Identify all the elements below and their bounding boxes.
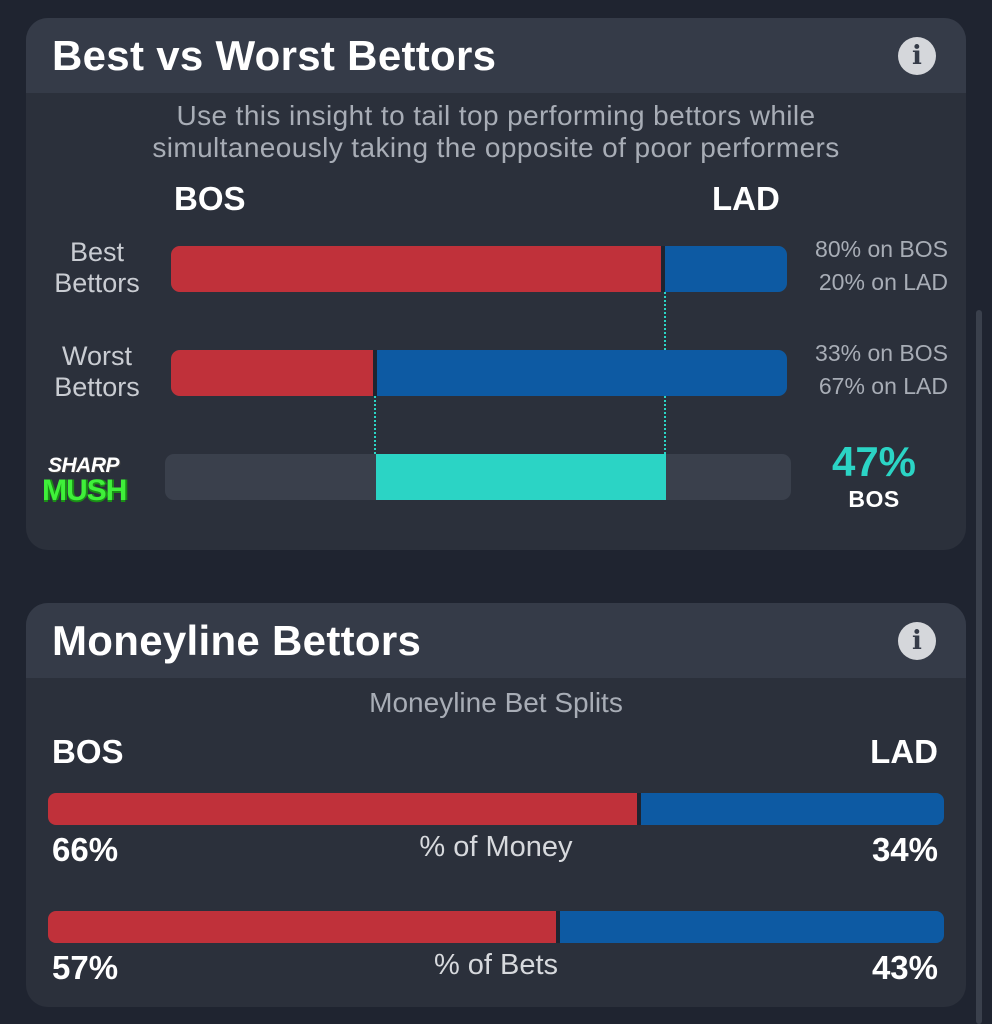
money-split-bar bbox=[48, 793, 944, 825]
card-title: Moneyline Bettors bbox=[52, 617, 422, 664]
money-bos-percent: 66% bbox=[52, 831, 119, 868]
moneyline-card: Moneyline Bettors i Moneyline Bet Splits… bbox=[26, 603, 966, 1007]
sharp-mush-team: BOS bbox=[848, 486, 900, 512]
bos-split-text: 33% on BOS bbox=[815, 340, 948, 366]
bets-bos-percent: 57% bbox=[52, 949, 119, 986]
sharp-mush-percent: 47% bbox=[831, 438, 917, 485]
lad-split-text: 20% on LAD bbox=[818, 269, 948, 295]
bos-segment bbox=[48, 911, 557, 943]
subtitle-line: Use this insight to tail top performing … bbox=[176, 100, 816, 131]
logo-text-top: SHARP bbox=[48, 454, 120, 477]
team-label-right: LAD bbox=[712, 180, 780, 217]
best-bettors-split: 80% on BOS 20% on LAD bbox=[788, 233, 948, 299]
sharp-mush-fill bbox=[376, 454, 666, 500]
team-label-right: LAD bbox=[870, 733, 938, 770]
worst-bettors-bar bbox=[171, 350, 787, 396]
team-label-left: BOS bbox=[174, 180, 246, 217]
card-header: Moneyline Bettors i bbox=[26, 603, 966, 678]
bets-split-bar bbox=[48, 911, 944, 943]
money-lad-percent: 34% bbox=[871, 831, 938, 868]
lad-segment bbox=[376, 350, 787, 396]
bos-segment bbox=[171, 350, 373, 396]
bet-splits-heading: Moneyline Bet Splits bbox=[369, 687, 623, 718]
worst-bettors-split: 33% on BOS 67% on LAD bbox=[788, 337, 948, 403]
bets-lad-percent: 43% bbox=[871, 949, 938, 986]
bar-divider bbox=[372, 350, 377, 396]
worst-split-guide-line bbox=[374, 396, 377, 454]
row-label-line: Best bbox=[69, 237, 125, 267]
worst-bettors-label: Worst Bettors bbox=[32, 341, 162, 403]
bar-divider bbox=[660, 246, 665, 292]
money-split-label: % of Money bbox=[419, 831, 573, 863]
logo-text-bottom: MUSH bbox=[42, 474, 127, 507]
best-split-guide-line bbox=[663, 396, 666, 454]
subtitle-line: simultaneously taking the opposite of po… bbox=[152, 132, 840, 163]
bos-segment bbox=[171, 246, 661, 292]
best-split-guide-line bbox=[663, 292, 666, 350]
card-subtitle: Use this insight to tail top performing … bbox=[26, 100, 966, 164]
row-label-line: Bettors bbox=[54, 372, 140, 402]
bos-segment bbox=[48, 793, 637, 825]
best-bettors-bar bbox=[171, 246, 787, 292]
page-scrollbar[interactable] bbox=[976, 310, 982, 1024]
row-label-line: Worst bbox=[61, 341, 132, 371]
bets-split-label: % of Bets bbox=[433, 949, 559, 981]
lad-segment bbox=[664, 246, 787, 292]
best-bettors-label: Best Bettors bbox=[32, 237, 162, 299]
lad-segment bbox=[640, 793, 944, 825]
card-header: Best vs Worst Bettors i bbox=[26, 18, 966, 93]
team-label-left: BOS bbox=[52, 733, 124, 770]
row-label-line: Bettors bbox=[54, 268, 140, 298]
lad-segment bbox=[560, 911, 944, 943]
bar-divider bbox=[556, 911, 561, 943]
info-circle-icon[interactable]: i bbox=[898, 37, 936, 75]
bos-split-text: 80% on BOS bbox=[815, 236, 948, 262]
card-title: Best vs Worst Bettors bbox=[52, 32, 497, 79]
lad-split-text: 67% on LAD bbox=[818, 373, 948, 399]
bar-divider bbox=[636, 793, 641, 825]
sharp-mush-logo: SHARP MUSH bbox=[42, 454, 154, 510]
info-circle-icon[interactable]: i bbox=[898, 622, 936, 660]
best-vs-worst-card: Best vs Worst Bettors i Use this insight… bbox=[26, 18, 966, 550]
sharp-mush-track bbox=[165, 454, 791, 500]
